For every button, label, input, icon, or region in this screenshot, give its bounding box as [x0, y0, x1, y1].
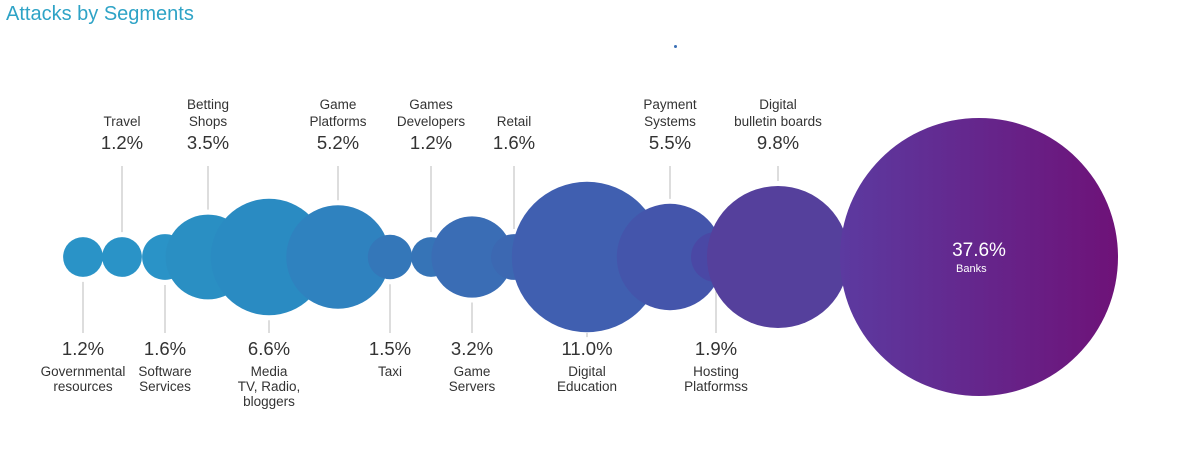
bubble-value-label: 1.6%: [493, 132, 535, 153]
bubble-value-label: 3.5%: [187, 132, 229, 153]
bubble-value-label: 37.6%: [952, 240, 1006, 261]
bubble-category-label: Shops: [189, 114, 228, 129]
bubble-category-label: Software: [138, 364, 191, 379]
chart-title: Attacks by Segments: [6, 3, 194, 25]
bubble-payment-systems: [616, 203, 724, 311]
bubble-category-label: Betting: [187, 97, 229, 112]
bubble-category-label: Platforms: [309, 114, 366, 129]
bubble-value-label: 1.2%: [101, 132, 143, 153]
bubble-digital-education: [511, 181, 663, 333]
bubble-category-label: Travel: [103, 114, 140, 129]
bubble-banks: [840, 118, 1118, 396]
bubble-category-label: Taxi: [378, 364, 402, 379]
bubble-value-label: 1.2%: [410, 132, 452, 153]
bubble-value-label: 1.2%: [62, 338, 104, 359]
bubble-value-label: 11.0%: [561, 338, 612, 359]
bubble-value-label: 1.9%: [695, 338, 737, 359]
bubble-group-travel: 1.2% Travel: [101, 114, 143, 277]
bubble-category-label: Platformss: [684, 379, 748, 394]
bubble-digital-bulletin-boards: [707, 186, 849, 328]
bubble-category-label: Services: [139, 379, 191, 394]
bubble-game-servers: [431, 216, 513, 298]
bubble-value-label: 1.6%: [144, 338, 186, 359]
bubble-category-label: Payment: [643, 97, 697, 112]
bubble-category-label: resources: [53, 379, 113, 394]
bubble-value-label: 5.2%: [317, 132, 359, 153]
bubble-category-label: Games: [409, 97, 453, 112]
bubble-category-label: Hosting: [693, 364, 739, 379]
bubble-category-label: Game: [454, 364, 491, 379]
bubble-travel: [102, 237, 142, 277]
bubble-category-label: Retail: [497, 114, 532, 129]
bubble-taxi: [367, 234, 413, 280]
bubble-category-label: Banks: [956, 263, 987, 275]
bubble-value-label: 3.2%: [451, 338, 493, 359]
bubble-group-banks: 37.6% Banks: [840, 118, 1118, 396]
bubble-category-label: Governmental: [41, 364, 126, 379]
stray-dot: [674, 45, 677, 48]
bubble-game-platforms: [286, 205, 390, 309]
bubble-value-label: 9.8%: [757, 132, 799, 153]
bubble-category-label: Digital: [568, 364, 606, 379]
bubble-value-label: 1.5%: [369, 338, 411, 359]
bubble-category-label: Developers: [397, 114, 466, 129]
bubble-category-label: Systems: [644, 114, 696, 129]
bubble-category-label: Media: [251, 364, 288, 379]
bubble-governmental-resources: [63, 237, 103, 277]
bubble-category-label: Game: [320, 97, 357, 112]
bubble-category-label: Digital: [759, 97, 797, 112]
bubble-value-label: 5.5%: [649, 132, 691, 153]
bubble-category-label: TV, Radio,: [238, 379, 301, 394]
bubble-category-label: Education: [557, 379, 617, 394]
bubble-value-label: 6.6%: [248, 338, 290, 359]
bubble-group-taxi: 1.5% Taxi: [367, 234, 413, 379]
bubble-group-digital-bulletin-boards: 9.8% Digital bulletin boards: [707, 97, 849, 328]
bubble-category-label: bloggers: [243, 394, 295, 409]
bubble-group-game-platforms: 5.2% Game Platforms: [286, 97, 390, 309]
bubble-category-label: bulletin boards: [734, 114, 822, 129]
bubble-category-label: Servers: [449, 379, 496, 394]
bubble-group-payment-systems: 5.5% Payment Systems: [616, 97, 724, 311]
